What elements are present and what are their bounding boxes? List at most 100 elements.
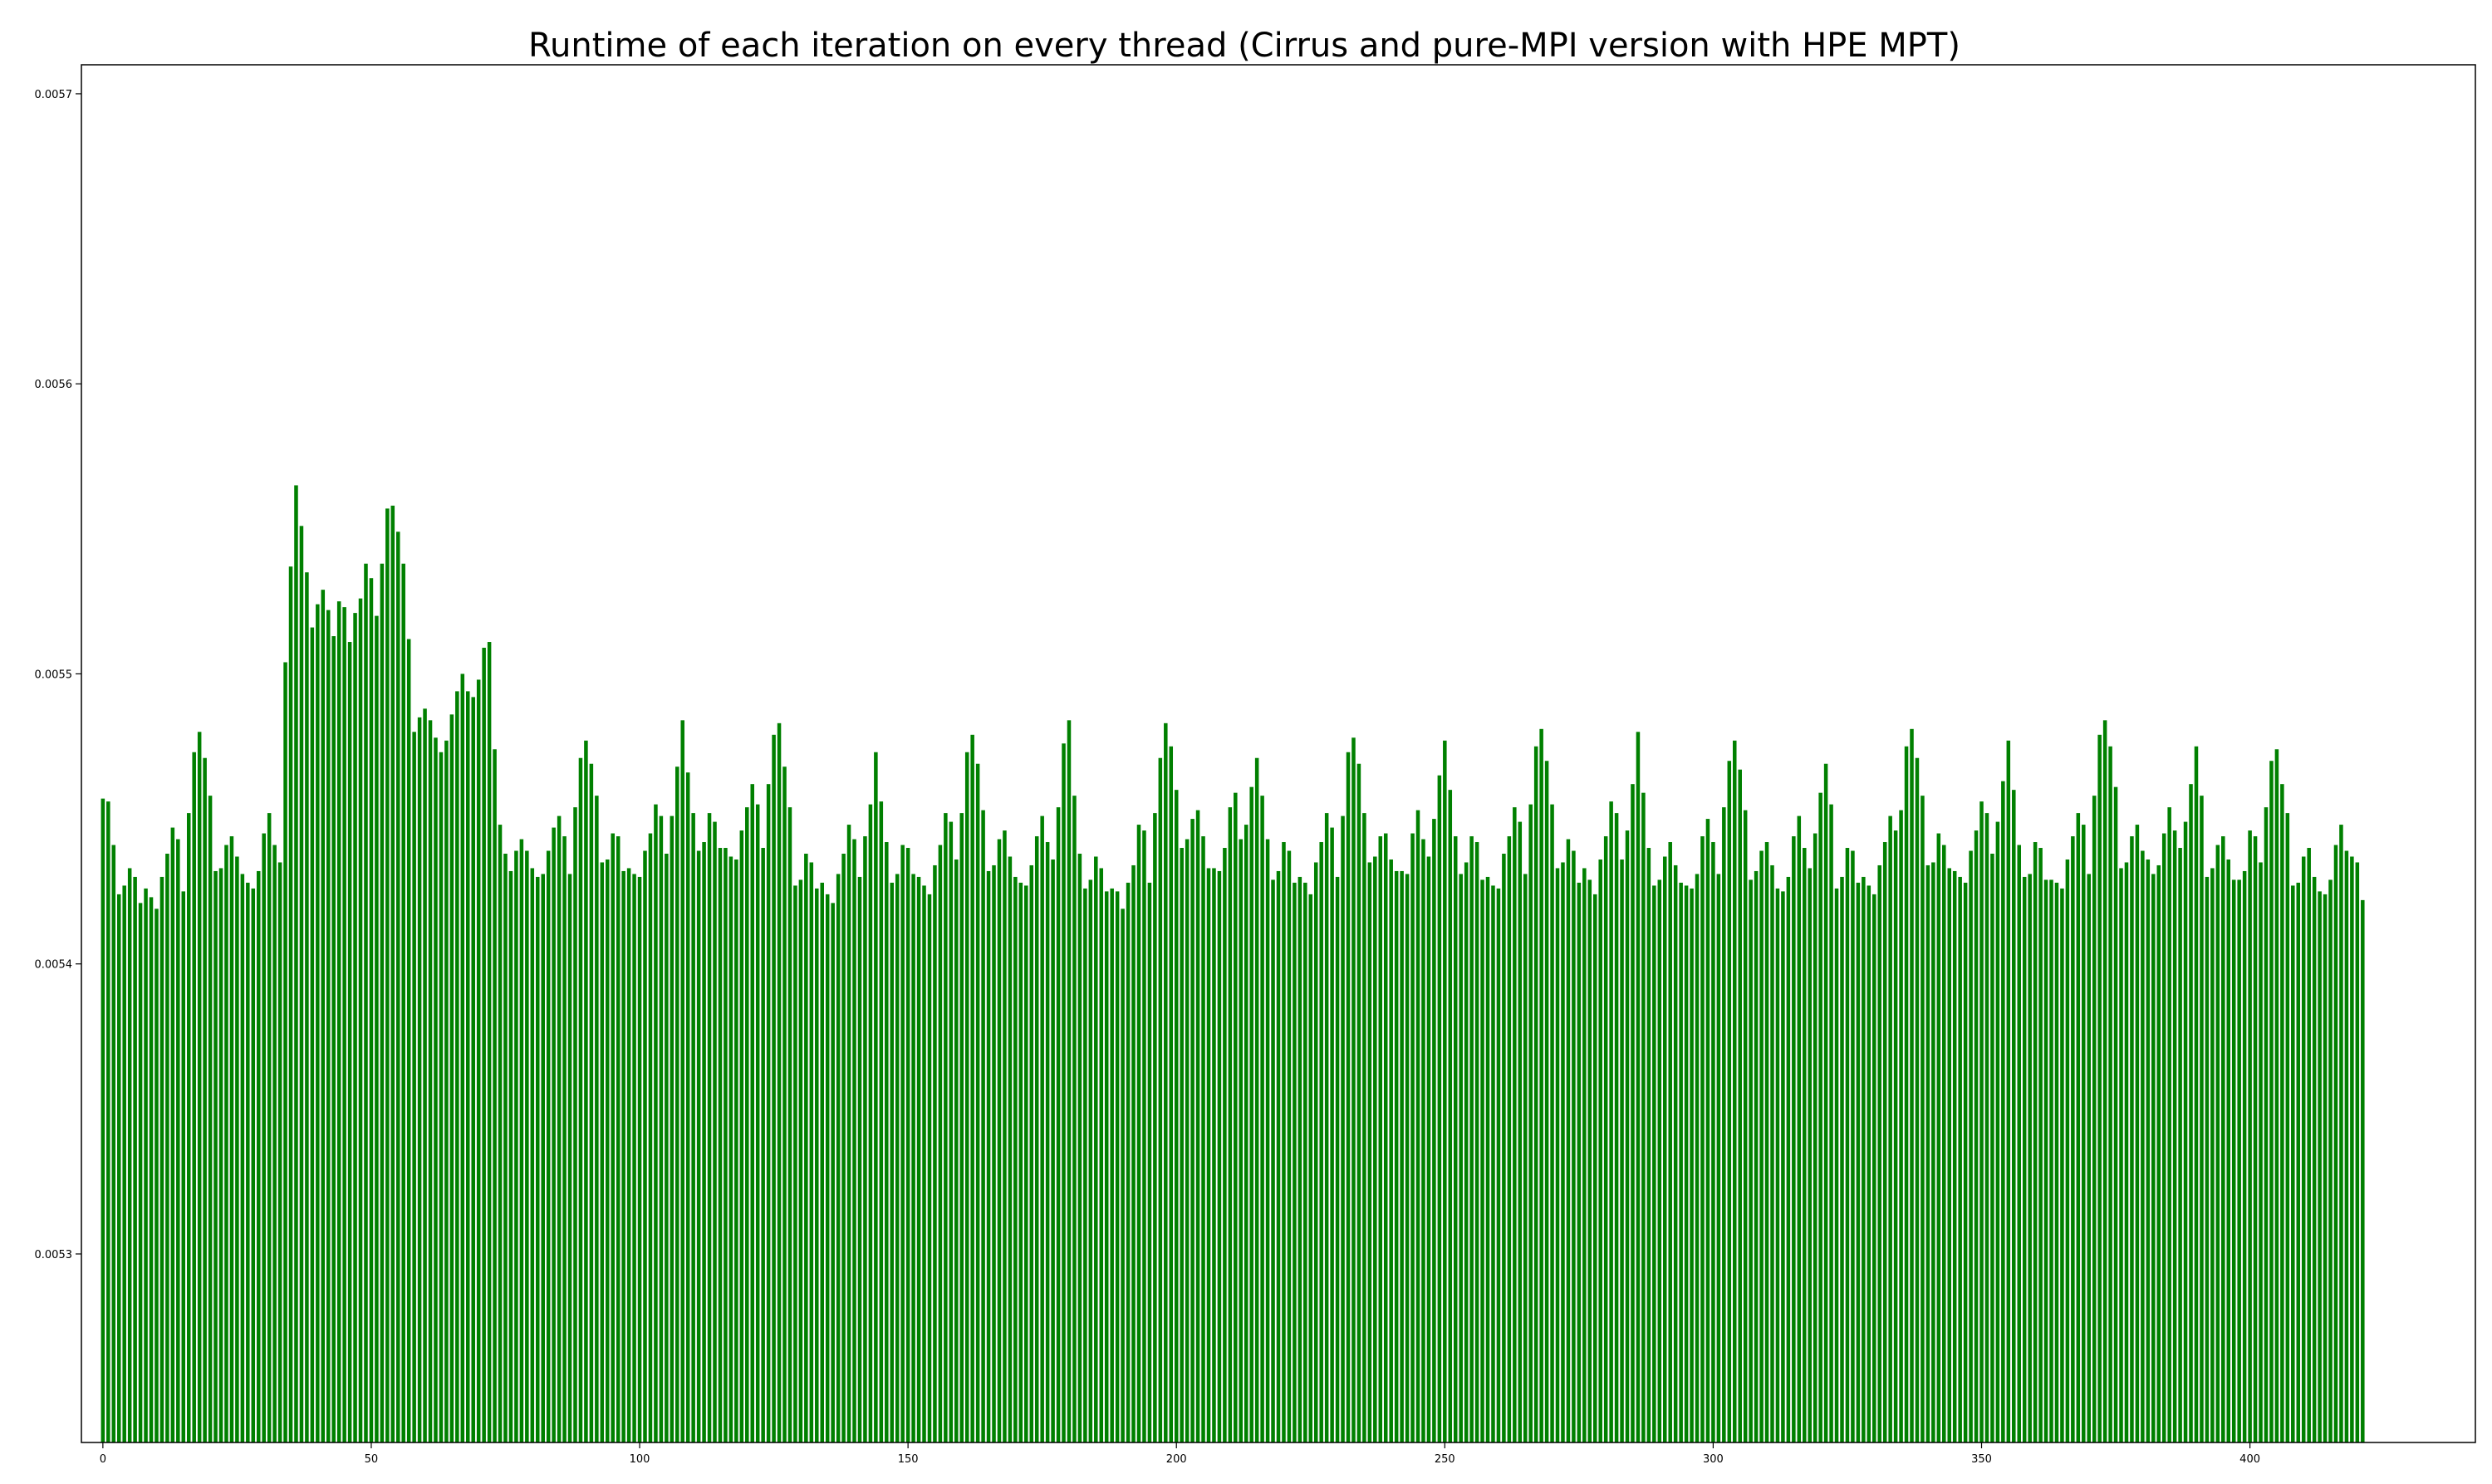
bar: [905, 848, 910, 1442]
bar: [1673, 864, 1678, 1442]
bar: [1421, 839, 1425, 1442]
bar: [1539, 728, 1543, 1442]
bar: [2071, 836, 2075, 1442]
y-tick-label: 0.0056: [35, 379, 73, 391]
bar: [675, 766, 679, 1442]
bar: [782, 766, 787, 1442]
bar: [1684, 885, 1689, 1442]
bar: [1362, 813, 1366, 1442]
bar: [1904, 746, 1909, 1442]
bar: [127, 868, 132, 1442]
bar: [868, 804, 873, 1442]
bar: [772, 734, 776, 1442]
bar: [1008, 856, 1013, 1442]
bar: [2200, 796, 2204, 1442]
bar: [1641, 792, 1646, 1442]
bar: [133, 876, 137, 1442]
bar: [2318, 891, 2322, 1442]
bar: [1592, 894, 1597, 1442]
bar: [1013, 876, 1018, 1442]
bar: [787, 807, 792, 1442]
bar: [240, 874, 245, 1442]
bar: [2328, 879, 2333, 1442]
bar: [122, 885, 126, 1442]
bar: [2264, 807, 2269, 1442]
bar: [1882, 842, 1887, 1442]
bar: [1577, 882, 1582, 1442]
x-tick-label: 250: [1435, 1453, 1455, 1466]
bar: [949, 821, 954, 1442]
bar: [809, 862, 814, 1442]
bar: [1383, 833, 1388, 1442]
bar: [1201, 836, 1205, 1442]
bar: [1062, 743, 1066, 1442]
x-axis: 0 50 100 150 200 250 300 350 400: [100, 1442, 2260, 1466]
bar: [857, 876, 862, 1442]
bar: [986, 870, 991, 1442]
bar: [911, 874, 915, 1442]
bar: [1223, 848, 1227, 1442]
bar: [498, 825, 503, 1442]
bar: [1555, 868, 1560, 1442]
bar: [1958, 876, 1962, 1442]
bar: [938, 845, 943, 1442]
bar: [514, 850, 518, 1442]
bar: [1190, 819, 1194, 1442]
bar: [449, 714, 454, 1442]
bar: [208, 796, 213, 1442]
bar: [487, 642, 492, 1442]
bar: [1330, 827, 1334, 1442]
bar: [1942, 845, 1946, 1442]
bar: [347, 642, 352, 1442]
bar: [1040, 815, 1044, 1442]
bar: [277, 862, 282, 1442]
x-tick-label: 50: [365, 1453, 379, 1466]
bar: [1034, 836, 1039, 1442]
bar: [2156, 864, 2161, 1442]
bar: [1496, 888, 1501, 1442]
bar: [922, 885, 926, 1442]
bar: [1818, 792, 1822, 1442]
bar: [2221, 836, 2225, 1442]
bar: [1851, 850, 1855, 1442]
bar: [1147, 882, 1152, 1442]
bar: [1212, 868, 1216, 1442]
bar: [1910, 728, 1914, 1442]
y-tick-label: 0.0057: [35, 89, 73, 101]
bar: [2242, 870, 2247, 1442]
bar: [2130, 836, 2134, 1442]
bar: [1432, 819, 1436, 1442]
bar: [724, 848, 728, 1442]
bar: [305, 572, 309, 1443]
bar: [1217, 870, 1222, 1442]
bar: [2215, 845, 2220, 1442]
bar: [353, 613, 357, 1442]
bar: [1474, 842, 1479, 1442]
bar: [455, 691, 459, 1442]
bar: [1024, 885, 1028, 1442]
x-tick-label: 200: [1166, 1453, 1187, 1466]
bar: [1367, 862, 1372, 1442]
bar: [186, 813, 191, 1442]
bar: [1722, 807, 1726, 1442]
bar: [2312, 876, 2317, 1442]
bar: [1952, 870, 1957, 1442]
bar: [728, 856, 733, 1442]
bar: [116, 894, 121, 1442]
bar: [2124, 862, 2129, 1442]
bar: [632, 874, 636, 1442]
bar: [766, 784, 771, 1442]
bar: [482, 648, 486, 1442]
bar: [916, 876, 921, 1442]
bar: [1947, 868, 1951, 1442]
bar: [1797, 815, 1802, 1442]
bar: [863, 836, 867, 1442]
bar: [1867, 885, 1871, 1442]
bar: [2237, 879, 2241, 1442]
bar: [1969, 850, 1973, 1442]
bar: [2333, 845, 2338, 1442]
bar: [846, 825, 851, 1442]
bar: [820, 882, 825, 1442]
bar: [423, 708, 427, 1442]
bar: [595, 796, 599, 1442]
